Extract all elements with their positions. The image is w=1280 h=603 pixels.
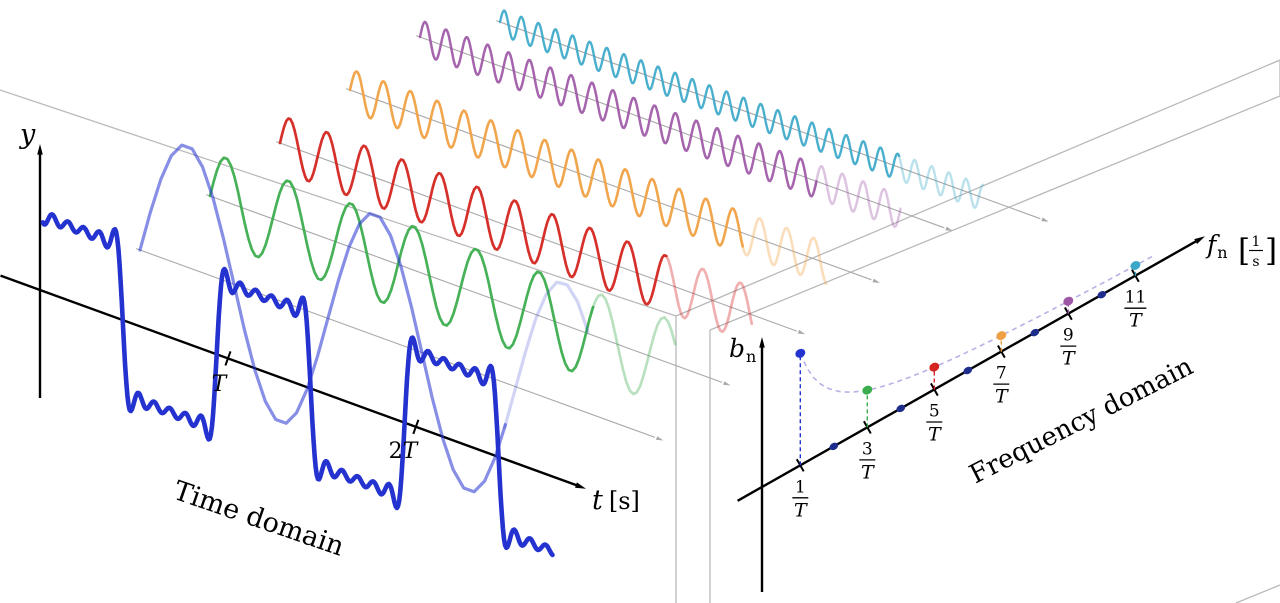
harmonic-axis-n3 [206,194,723,383]
f-tick-numerator-n9: 9 [1063,326,1074,346]
sine-wave-n9 [813,164,902,229]
f-tick-denominator-n1: T [794,499,808,521]
t-axis-tick [224,351,232,366]
harmonic-axis-arrow-n11 [1041,217,1049,222]
f-tick-denominator-n3: T [861,461,875,483]
frame-edge [675,59,1280,317]
f-tick-numerator-n1: 1 [795,477,806,497]
harmonic-axis-n11 [496,20,1041,220]
f-unit-open-bracket: [ [1238,233,1250,269]
b-axis-label: bn [729,334,756,366]
spectrum-zero-dot-n2 [829,442,839,451]
spectrum-zero-dot-n4 [896,404,906,413]
tick-2T-variable: T [403,439,420,464]
f-unit-close-bracket: ] [1265,233,1277,269]
f-tick-denominator-n5: T [928,424,942,446]
sine-wave-n11 [498,9,901,178]
f-tick-numerator-n3: 3 [862,439,873,459]
tick-label-T: T [212,372,229,397]
sine-wave-n9 [418,20,818,198]
t-axis-label: t [s] [592,485,640,516]
y-axis-label: y [19,119,36,150]
f-tick-numerator-n5: 5 [929,402,940,422]
spectrum-zero-dot-n8 [1030,328,1040,337]
f-tick-denominator-n9: T [1062,348,1076,370]
frame-edge [1235,584,1280,603]
sine-wave-n5 [664,254,754,334]
b-axis-arrow [759,337,765,348]
t-unit: [s] [609,487,640,515]
f-tick-numerator-n11: 11 [1125,288,1147,308]
f-axis-arrow [1194,236,1205,244]
harmonic-sine-waves [208,9,985,396]
harmonic-axis-arrow-n9 [945,226,953,231]
sine-wave-n7 [348,70,744,248]
spectrum-dot-n9 [1063,296,1074,306]
harmonic-axis-arrow-n3 [723,381,731,386]
frame-edge [0,89,677,317]
y-axis-arrow [37,144,43,155]
t-variable: t [592,485,603,516]
spectrum-envelope [799,253,1156,393]
sine-wave-n7 [739,217,828,285]
harmonic-axis-arrow-n1 [655,436,664,441]
f-tick-denominator-n11: T [1129,310,1143,332]
sine-wave-n11 [896,152,985,209]
fundamental-sine-wave [138,143,590,494]
tick-label-2T: 2T [389,439,420,464]
spectrum-dot-n1 [795,348,806,358]
frame-edge [709,95,1280,331]
harmonic-axis-n7 [346,88,872,281]
spectrum-zero-dot-n10 [1097,290,1107,299]
perspective-frame [0,59,1280,603]
time-domain-title: Time domain [170,475,348,562]
sine-wave-n3 [590,293,677,396]
sine-wave-n1 [138,143,507,494]
square-wave-sum [40,212,555,558]
harmonic-axis-arrow-n7 [872,278,880,283]
f-tick-numerator-n7: 7 [996,364,1007,384]
square-wave-sum-layer [40,212,555,558]
time-domain-axes [0,144,586,489]
harmonic-axis-arrow-n5 [797,329,806,335]
sine-wave-n3 [208,156,595,373]
f-tick-denominator-n7: T [995,386,1009,408]
t-axis-arrow [575,482,586,489]
f-variable: f [1205,230,1220,259]
f-unit-denominator: s [1252,254,1259,270]
f-axis-label: fn [1205,230,1228,262]
spectrum-dot-n11 [1130,261,1141,270]
sine-wave-n5 [278,117,668,306]
harmonic-axis-n5 [276,141,797,332]
t-axis-tick [412,419,420,435]
f-subscript: n [1217,243,1227,262]
tick-2T-coefficient: 2 [389,439,403,464]
f-unit-numerator: 1 [1252,234,1261,250]
spectrum-dot-n5 [929,362,940,372]
spectrum-dot-n7 [996,331,1007,341]
time-domain-labels: y t [s] T 2T Time domain [19,119,640,563]
frequency-domain-labels: bn fn [ 1 s ] Frequency domain [729,230,1277,490]
b-variable: b [729,334,745,363]
spectrum-dot-n3 [862,385,873,395]
t-axis [0,274,578,487]
b-subscript: n [746,347,756,366]
sine-wave-n1 [503,280,590,430]
spectrum-zero-dot-n6 [963,366,973,375]
